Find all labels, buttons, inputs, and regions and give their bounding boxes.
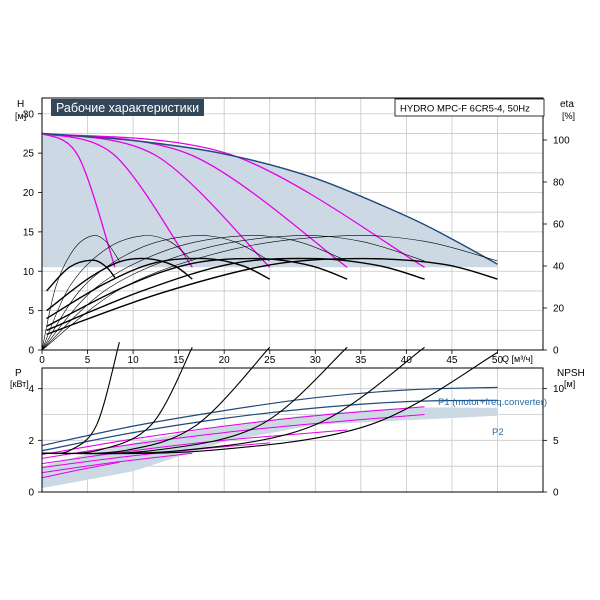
top-eta-thin-5 [41, 235, 425, 351]
top-y2-tick-label: 0 [553, 346, 559, 357]
bottom-chart-shaded-region [42, 407, 498, 489]
top-eta-curve-4 [46, 257, 348, 328]
bottom-shaded-area [42, 407, 498, 489]
y-axis-name-p: P [15, 368, 22, 379]
top-eta-thin-1 [41, 235, 120, 351]
top-x-tick-label: 10 [128, 355, 140, 366]
bottom-chart-tick-labels: 0 2 4 0 5 10 [28, 384, 564, 498]
top-y2-tick-label: 20 [553, 304, 565, 315]
annotation-p1: P1 (motor+freq.converter) [438, 397, 547, 408]
top-eta-curve-5 [46, 257, 425, 331]
y2-axis-name-npsh: NPSH [557, 368, 585, 379]
chart-title-box [51, 99, 204, 116]
top-x-tick-label: 20 [219, 355, 231, 366]
top-head-curve-2 [41, 132, 193, 268]
top-y-tick-label: 10 [23, 267, 35, 278]
y2-axis-unit-eta: [%] [562, 111, 575, 121]
x-axis-label: Q [м³/ч] [502, 354, 533, 364]
top-y2-tick-label: 100 [553, 136, 570, 147]
bottom-y-tick-label: 2 [28, 436, 34, 447]
top-x-tick-label: 25 [264, 355, 276, 366]
top-y-tick-label: 15 [23, 227, 35, 238]
top-y2-tick-label: 40 [553, 262, 565, 273]
y-axis-name-h: H [17, 99, 24, 110]
bottom-y-tick-label: 0 [28, 488, 34, 499]
top-eta-curve-3 [46, 257, 271, 320]
top-chart-shaded-region [42, 133, 498, 268]
bottom-chart-frame [41, 367, 544, 493]
bottom-chart-series [41, 342, 498, 479]
top-x-tick-label: 5 [85, 355, 91, 366]
top-x-tick-label: 35 [355, 355, 367, 366]
top-x-tick-label: 0 [39, 355, 45, 366]
top-y-tick-label: 0 [28, 346, 34, 357]
bottom-p-stage-6 [41, 461, 120, 479]
chart-title: Рабочие характеристики [56, 101, 199, 115]
bottom-p1-max [41, 386, 498, 447]
bottom-y2-tick-label: 10 [553, 384, 565, 395]
bottom-y-tick-label: 4 [28, 384, 34, 395]
top-x-tick-label: 40 [401, 355, 413, 366]
model-label: HYDRO MPC-F 6CR5-4, 50Hz [400, 104, 530, 115]
top-y-tick-label: 20 [23, 188, 35, 199]
top-y-tick-label: 30 [23, 109, 35, 120]
bottom-y2-tick-label: 0 [553, 488, 559, 499]
top-eta-thin-6 [41, 235, 498, 351]
top-y2-tick-label: 80 [553, 178, 565, 189]
model-label-box [394, 98, 545, 117]
top-chart-series [41, 132, 498, 351]
top-eta-curve-6 [46, 257, 498, 335]
top-x-tick-label: 45 [446, 355, 458, 366]
y-axis-unit-p: [кВт] [10, 379, 29, 389]
y2-axis-name-eta: eta [560, 99, 574, 110]
top-shaded-area [42, 133, 498, 268]
top-y-tick-label: 25 [23, 149, 35, 160]
y2-axis-unit-npsh: [м] [564, 379, 575, 389]
bottom-p2-max [41, 399, 498, 452]
top-head-curve-max [41, 132, 498, 265]
top-eta-curve-2 [46, 257, 193, 312]
top-x-tick-label: 50 [492, 355, 504, 366]
top-chart-tick-labels: 0 5 10 15 20 25 30 0 20 40 60 80 100 0 5 10 15 20 25 30 35 40… [23, 109, 570, 366]
top-eta-thin-2 [41, 235, 193, 351]
top-eta-thin-4 [41, 235, 348, 351]
bottom-p-stage-1 [41, 406, 425, 455]
bottom-npsh-6 [41, 352, 498, 455]
bottom-y2-tick-label: 5 [553, 436, 559, 447]
annotation-p2: P2 [492, 427, 504, 438]
top-x-tick-label: 15 [173, 355, 185, 366]
bottom-p-stage-3 [41, 429, 348, 465]
y-axis-unit-h: [м] [15, 111, 26, 121]
top-y2-tick-label: 60 [553, 220, 565, 231]
top-y-tick-label: 5 [28, 306, 34, 317]
bottom-p-stage-5 [41, 452, 193, 474]
top-x-tick-label: 30 [310, 355, 322, 366]
